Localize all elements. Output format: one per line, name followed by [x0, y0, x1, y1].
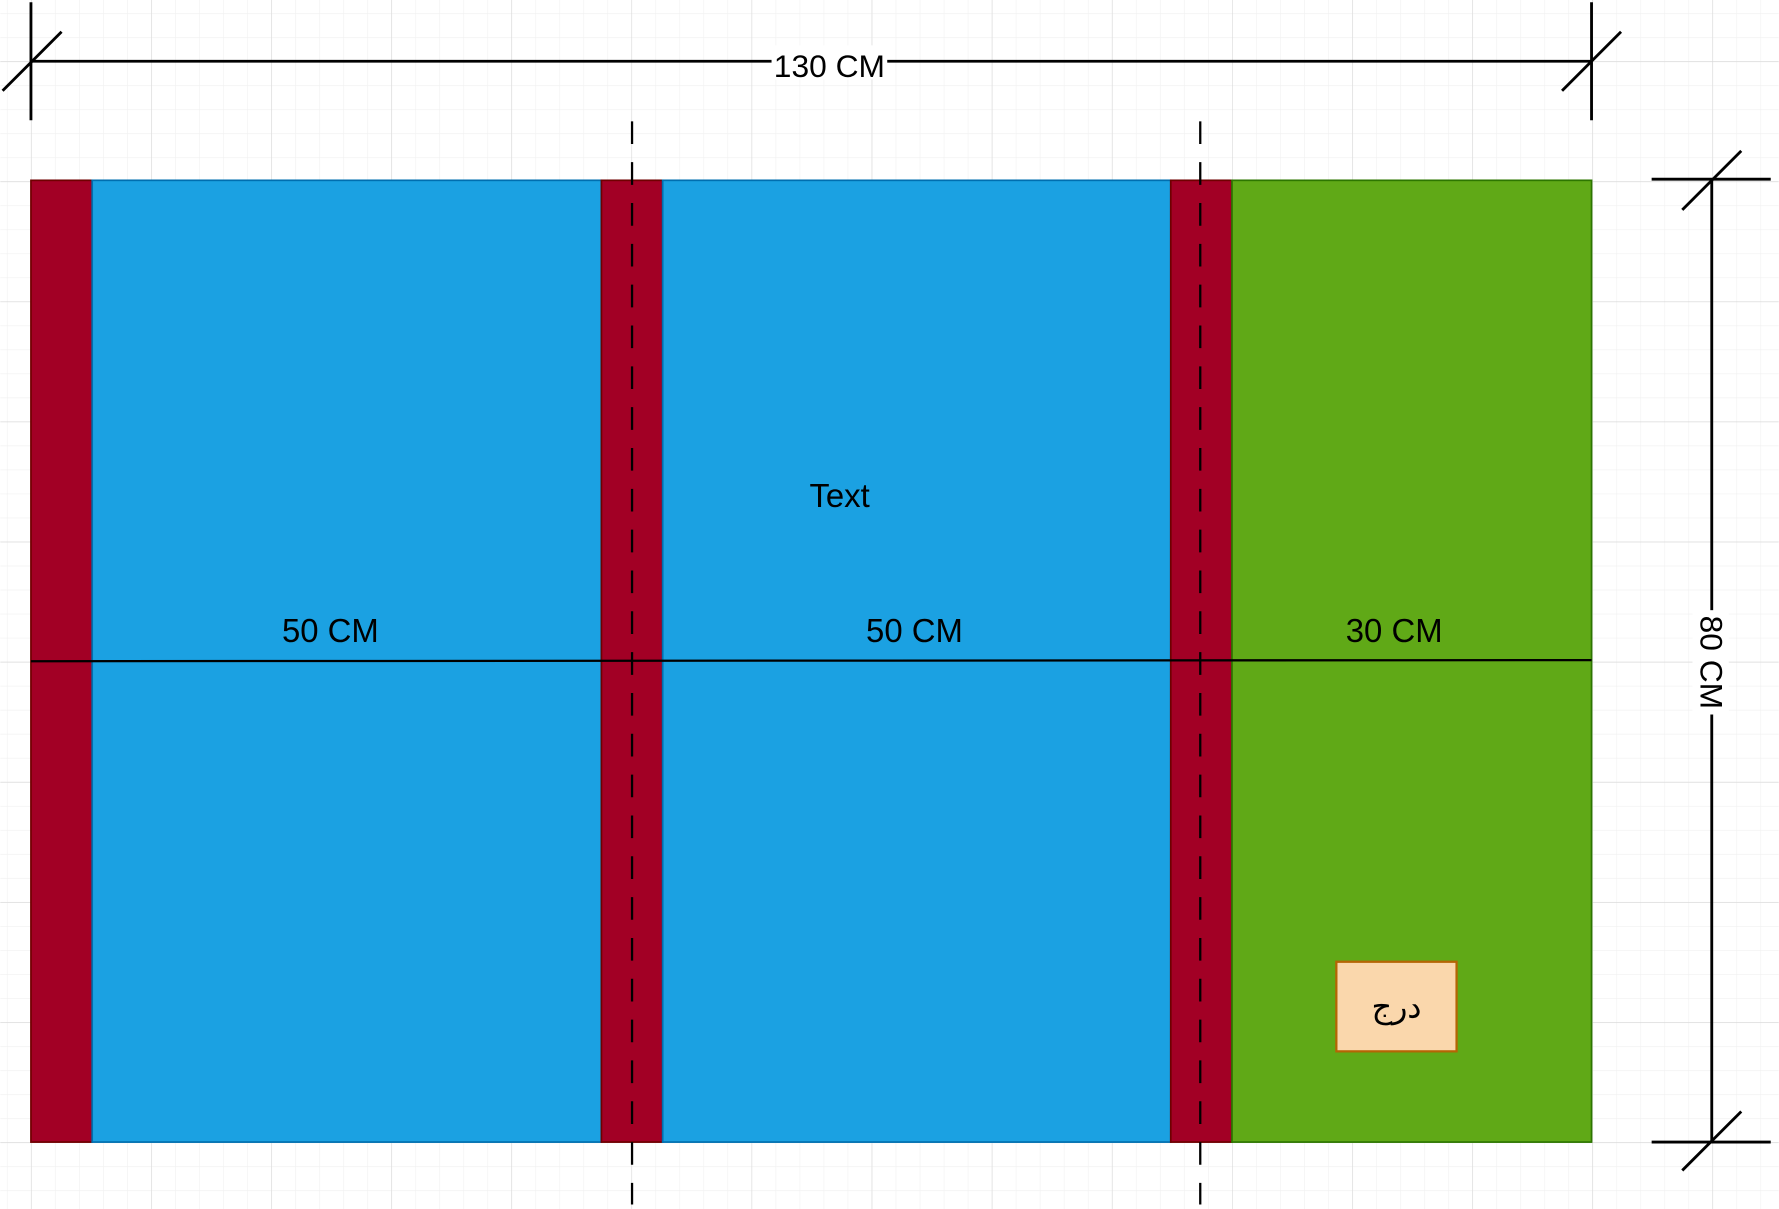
shelf-line[interactable]	[30, 658, 1592, 663]
height-label-bg	[1692, 610, 1729, 715]
section-label-3[interactable]: 30 CM	[1346, 612, 1443, 649]
drawer-label: درج	[1371, 988, 1421, 1025]
drawer-box[interactable]	[1335, 960, 1458, 1053]
height-label[interactable]: 80 CM	[1693, 616, 1729, 710]
center-text[interactable]: Text	[809, 477, 869, 514]
width-label[interactable]: 130 CM	[774, 48, 885, 84]
section-label-1[interactable]: 50 CM	[282, 612, 379, 649]
section-label-2[interactable]: 50 CM	[866, 612, 963, 649]
width-label-bg	[771, 45, 888, 80]
